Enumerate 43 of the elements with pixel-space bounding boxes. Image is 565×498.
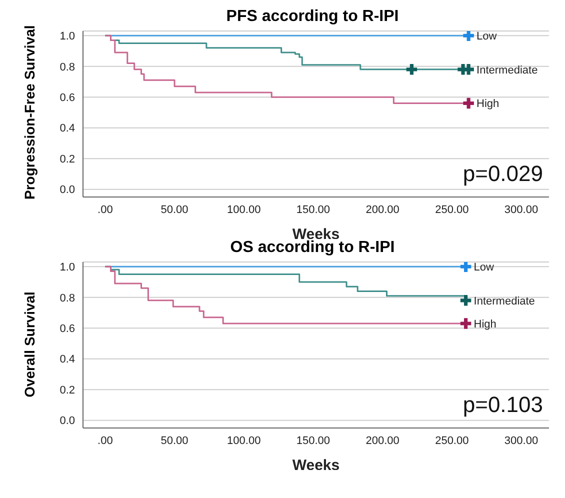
x-tick-label: 200.00 xyxy=(366,434,400,447)
y-tick-label: 1.0 xyxy=(60,30,75,43)
x-tick-label: 150.00 xyxy=(296,204,330,216)
point xyxy=(463,31,474,41)
y-tick-label: 0.0 xyxy=(60,415,75,428)
x-tick-label: 200.00 xyxy=(366,204,400,216)
x-tick-label: 100.00 xyxy=(227,434,261,447)
x-tick-label: 100.00 xyxy=(227,204,261,216)
y-tick-label: 0.6 xyxy=(60,92,75,104)
annotation: p=0.029 xyxy=(462,161,543,187)
y-tick-label: 0.2 xyxy=(60,153,75,166)
y-tick-label: 0.4 xyxy=(60,122,75,135)
y-axis-title: Overall Survival xyxy=(22,291,38,397)
point xyxy=(406,64,418,75)
x-tick-label: 300.00 xyxy=(504,204,538,216)
series-label: High xyxy=(476,98,500,110)
x-tick-label: .00 xyxy=(98,434,113,447)
y-tick-label: 0.6 xyxy=(60,323,75,335)
series-label: Intermediate xyxy=(474,295,535,308)
x-tick-label: 150.00 xyxy=(296,434,330,447)
y-tick-label: 0.0 xyxy=(60,184,75,196)
series-label: Low xyxy=(474,262,494,274)
chart-title: PFS according to R-IPI xyxy=(226,8,399,25)
y-tick-label: 0.2 xyxy=(60,384,75,396)
x-tick-label: 250.00 xyxy=(435,204,469,216)
y-axis-title: Progression-Free Survival xyxy=(22,24,38,199)
x-tick-label: 300.00 xyxy=(504,434,538,447)
chart-title: OS according to R-IPI xyxy=(229,239,396,258)
y-tick-label: 1.0 xyxy=(60,262,75,274)
x-tick-label: 50.00 xyxy=(160,434,188,447)
series-label: High xyxy=(474,318,496,330)
series-label: Low xyxy=(476,30,497,43)
y-tick-label: 0.8 xyxy=(60,61,75,74)
point xyxy=(463,98,474,109)
x-tick-label: .00 xyxy=(98,204,113,216)
series-label: Intermediate xyxy=(476,64,538,76)
y-tick-label: 0.4 xyxy=(60,354,75,366)
y-tick-label: 0.8 xyxy=(60,292,75,304)
x-tick-label: 250.00 xyxy=(435,434,469,447)
x-axis-title: Weeks xyxy=(292,457,340,474)
annotation: p=0.103 xyxy=(462,392,543,418)
x-tick-label: 50.00 xyxy=(160,204,188,216)
point xyxy=(463,64,474,75)
